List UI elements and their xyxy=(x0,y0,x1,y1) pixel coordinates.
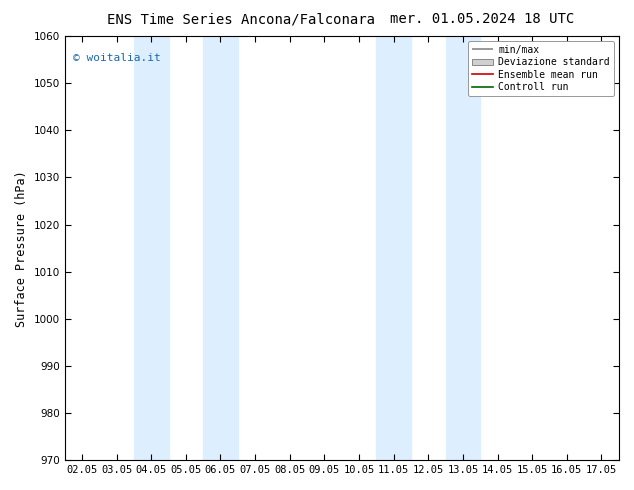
Bar xyxy=(134,36,169,460)
Legend: min/max, Deviazione standard, Ensemble mean run, Controll run: min/max, Deviazione standard, Ensemble m… xyxy=(469,41,614,96)
Text: ENS Time Series Ancona/Falconara: ENS Time Series Ancona/Falconara xyxy=(107,12,375,26)
Bar xyxy=(377,36,411,460)
Text: mer. 01.05.2024 18 UTC: mer. 01.05.2024 18 UTC xyxy=(390,12,574,26)
Text: © woitalia.it: © woitalia.it xyxy=(73,53,161,63)
Y-axis label: Surface Pressure (hPa): Surface Pressure (hPa) xyxy=(15,170,28,326)
Bar xyxy=(203,36,238,460)
Bar xyxy=(446,36,480,460)
